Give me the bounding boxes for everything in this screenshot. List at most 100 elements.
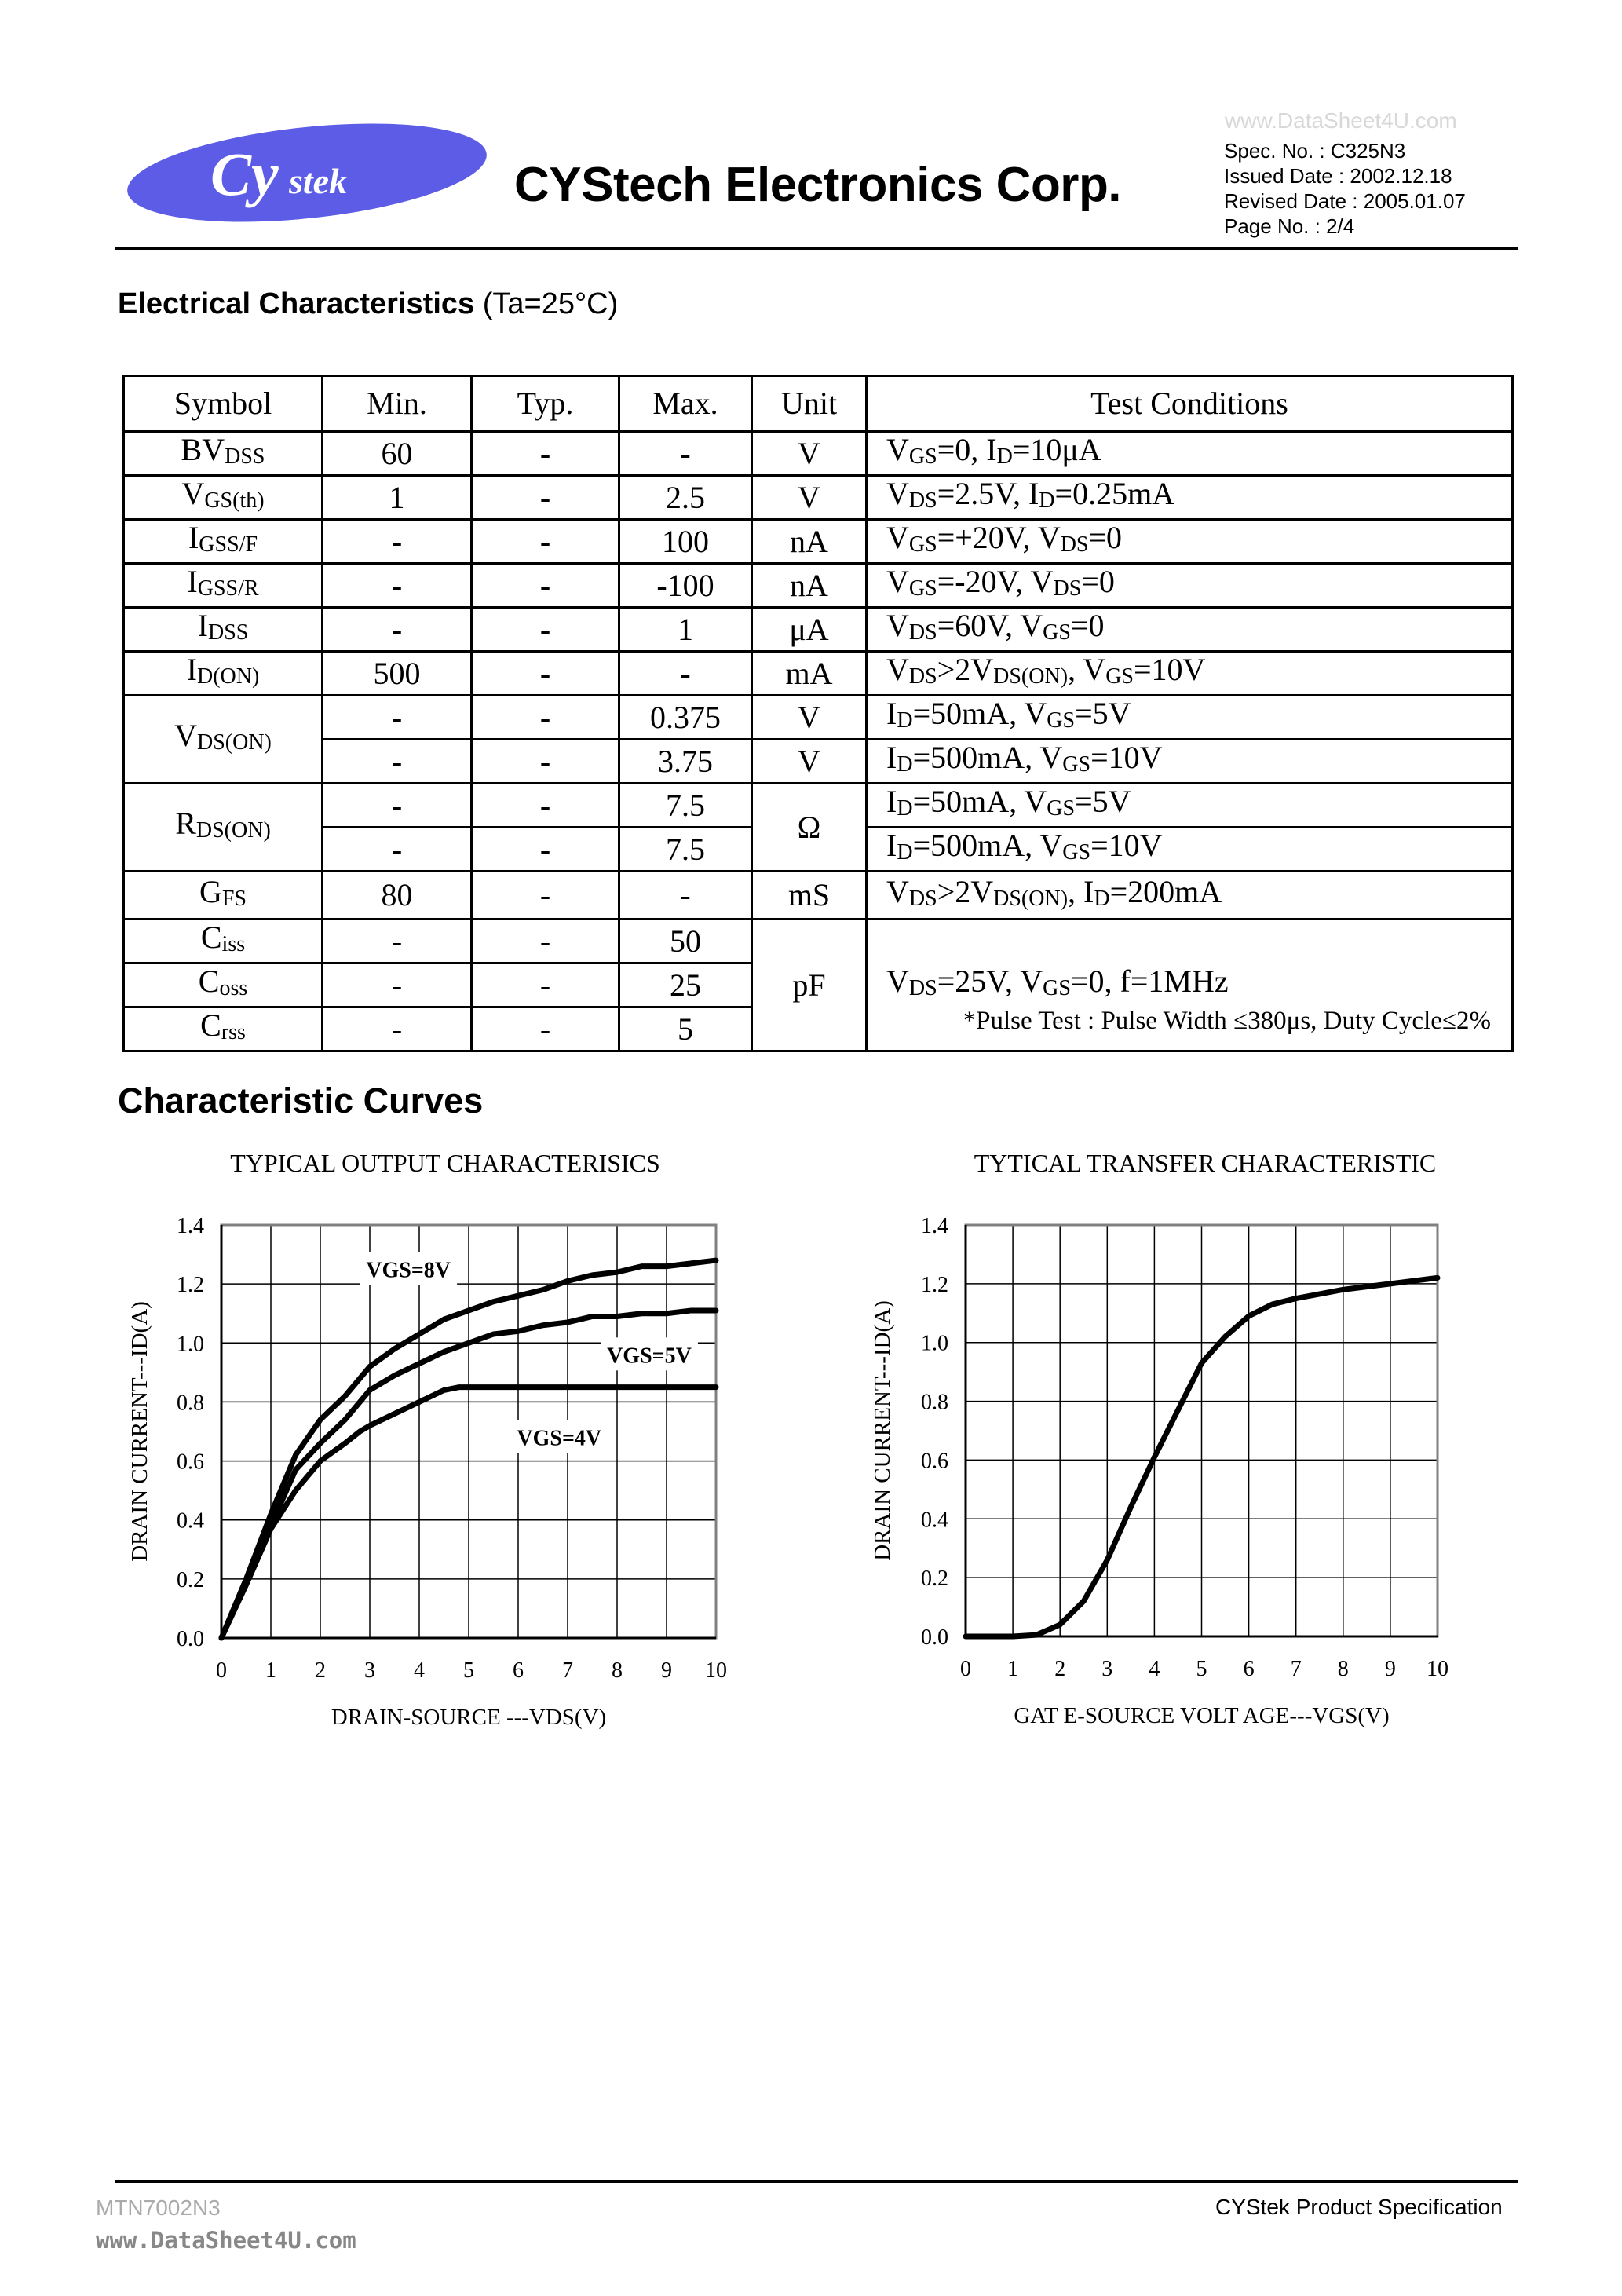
section-title-bold: Electrical Characteristics	[118, 287, 475, 320]
page-no: Page No. : 2/4	[1224, 214, 1355, 238]
series-label: VGS=8V	[366, 1258, 451, 1282]
condition-subscript: D	[897, 708, 913, 733]
symbol-cell: IGSS/F	[122, 518, 323, 565]
table-row: RDS(ON) - -7.5 Ω ID=50mA, VGS=5V	[122, 782, 1514, 872]
y-tick-label: 1.2	[921, 1273, 948, 1297]
typ-cell: -	[470, 650, 620, 696]
table-row: BVDSS 60- - V VGS=0, ID=10μA	[122, 430, 1514, 477]
symbol-cell: GFS	[122, 870, 323, 920]
x-tick-label: 7	[1291, 1657, 1302, 1681]
footer-spec-label: CYStek Product Specification	[1215, 2195, 1503, 2219]
svg-text:stek: stek	[288, 161, 347, 201]
test-condition-cell: VDS>2VDS(ON), VGS=10V	[865, 650, 1514, 696]
revised-date: Revised Date : 2005.01.07	[1224, 189, 1466, 213]
max-cell: 1	[618, 606, 753, 653]
symbol-subscript: rss	[221, 1020, 246, 1044]
column-header: Test Conditions	[865, 375, 1514, 433]
condition-subscript: GS	[1062, 840, 1091, 865]
typ-cell: -	[470, 430, 620, 477]
section-title-condition: (Ta=25°C)	[474, 287, 619, 320]
min-cell: -	[321, 694, 473, 740]
min-cell: -	[321, 826, 473, 872]
condition-subscript: DS	[1053, 576, 1082, 601]
x-tick-label: 6	[1244, 1657, 1255, 1681]
typ-cell: -	[470, 518, 620, 565]
spec-no: Spec. No. : C325N3	[1224, 139, 1406, 163]
test-condition-cell: VDS>2VDS(ON), ID=200mA	[865, 870, 1514, 920]
issued-date: Issued Date : 2002.12.18	[1224, 164, 1452, 188]
condition-subscript: DS(ON)	[993, 886, 1069, 911]
x-tick-label: 1	[265, 1658, 276, 1683]
min-cell: 80	[321, 870, 473, 920]
x-tick-label: 7	[562, 1658, 573, 1683]
max-cell: -	[618, 870, 753, 920]
min-cell: -	[321, 962, 473, 1008]
table-row: - -7.5 ID=500mA, VGS=10V	[124, 826, 1514, 872]
unit-cell: nA	[751, 562, 868, 609]
y-tick-label: 0.6	[177, 1450, 204, 1475]
footer-watermark: www.DataSheet4U.com	[96, 2227, 356, 2254]
test-condition-cell: VDS=2.5V, ID=0.25mA	[865, 474, 1514, 521]
output-characteristics-chart: TYPICAL OUTPUT CHARACTERISICS 0 1 2 3 4 5 6 7 8 9 1…	[127, 1149, 727, 1730]
test-condition-cell: VGS=0, ID=10μA	[865, 430, 1514, 477]
y-tick-label: 0.4	[921, 1508, 948, 1532]
x-tick-label: 0	[960, 1657, 971, 1681]
min-cell: -	[321, 738, 473, 784]
max-cell: -	[618, 430, 753, 477]
symbol-subscript: GS(th)	[204, 488, 265, 513]
min-cell: -	[321, 782, 473, 828]
symbol-subscript: DS(ON)	[197, 730, 272, 755]
test-condition-cell: ID=500mA, VGS=10V	[865, 738, 1514, 784]
x-tick-label: 9	[1385, 1657, 1396, 1681]
column-header: Symbol	[122, 375, 323, 433]
y-tick-label: 0.0	[177, 1627, 204, 1651]
condition-subscript: DS	[908, 488, 937, 513]
condition-subscript: DS	[908, 976, 937, 1000]
table-row: Coss - -25	[122, 962, 1513, 1008]
series-label-background	[600, 1337, 698, 1371]
footer-doc-number: MTN7002N3	[96, 2195, 221, 2220]
min-cell: 1	[321, 474, 473, 521]
condition-subscript: D	[996, 444, 1013, 469]
symbol-subscript: DS(ON)	[195, 818, 271, 843]
max-cell: 25	[618, 962, 753, 1008]
min-cell: -	[321, 606, 473, 653]
x-axis-label: DRAIN-SOURCE ---VDS(V)	[331, 1705, 606, 1730]
max-cell: 0.375	[618, 694, 753, 740]
max-cell: 7.5	[618, 826, 753, 872]
x-tick-label: 8	[1338, 1657, 1349, 1681]
test-condition-cell: VDS=25V, VGS=0, f=1MHz	[865, 918, 1514, 1052]
y-axis-label: DRAIN CURRENT---ID(A)	[870, 1300, 895, 1561]
symbol-subscript: oss	[219, 976, 248, 1000]
x-tick-label: 8	[612, 1658, 623, 1683]
table-row: ID(ON) 500- - mA VDS>2VDS(ON), VGS=10V	[122, 650, 1514, 696]
x-tick-label: 10	[1427, 1657, 1448, 1681]
x-tick-label: 4	[1149, 1657, 1160, 1681]
typ-cell: -	[470, 918, 620, 964]
symbol-cell: RDS(ON)	[122, 782, 323, 872]
min-cell: -	[321, 1006, 473, 1052]
column-header: Unit	[751, 375, 868, 433]
min-cell: -	[321, 518, 473, 565]
x-tick-label: 3	[1101, 1657, 1112, 1681]
x-tick-label: 2	[315, 1658, 326, 1683]
x-tick-label: 0	[216, 1658, 227, 1683]
symbol-cell: IDSS	[122, 606, 323, 653]
condition-subscript: D	[1094, 886, 1110, 911]
typ-cell: -	[470, 606, 620, 653]
y-tick-label: 1.0	[177, 1332, 204, 1356]
condition-subscript: D	[1039, 488, 1055, 513]
x-tick-label: 6	[513, 1658, 524, 1683]
condition-subscript: DS	[1060, 532, 1089, 557]
test-condition-cell: VGS=+20V, VDS=0	[865, 518, 1514, 565]
condition-subscript: DS	[908, 620, 937, 645]
svg-text:Cy: Cy	[210, 140, 279, 208]
transfer-characteristic-chart: TYTICAL TRANSFER CHARACTERISTIC 0 1 2 3 4 5 6 7 8…	[870, 1149, 1448, 1728]
test-condition-cell: VDS=60V, VGS=0	[865, 606, 1514, 653]
typ-cell: -	[470, 694, 620, 740]
unit-cell: nA	[751, 518, 868, 565]
y-tick-label: 1.2	[177, 1273, 204, 1297]
condition-subscript: GS	[908, 444, 937, 469]
typ-cell: -	[470, 738, 620, 784]
pulse-test-note: *Pulse Test : Pulse Width ≤380μs, Duty C…	[963, 1007, 1491, 1035]
